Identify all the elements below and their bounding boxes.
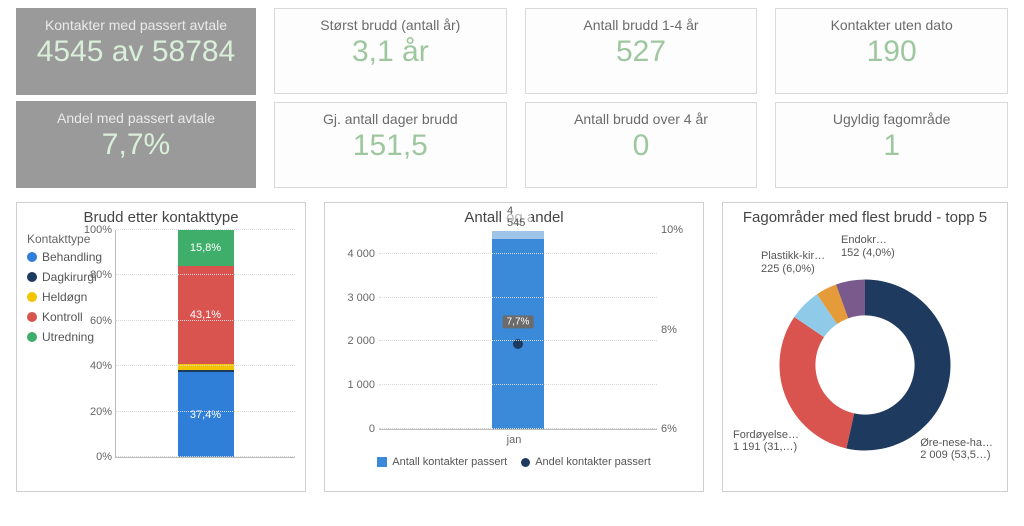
kpi-value: 7,7% xyxy=(23,128,249,161)
y-tick-label: 0% xyxy=(78,451,112,463)
stacked-segment[interactable]: 15,8% xyxy=(178,230,234,266)
gridline xyxy=(116,320,295,321)
kpi-title: Størst brudd (antall år) xyxy=(281,17,500,33)
dashboard-root: Kontakter med passert avtale 4545 av 587… xyxy=(0,0,1024,500)
legend-square-icon xyxy=(377,457,387,467)
kpi-value: 151,5 xyxy=(281,129,500,162)
donut-label: Plastikk-kir…225 (6,0%) xyxy=(761,250,825,275)
kpi-card[interactable]: Størst brudd (antall år) 3,1 år xyxy=(274,8,507,94)
y-tick-label: 20% xyxy=(78,406,112,418)
donut-label: Øre-nese-ha…2 009 (53,5…) xyxy=(920,437,993,462)
gridline xyxy=(379,428,657,429)
kpi-card-contacts-passed[interactable]: Kontakter med passert avtale 4545 av 587… xyxy=(16,8,256,95)
kpi-title: Gj. antall dager brudd xyxy=(281,111,500,127)
chart-donut[interactable]: Fagområder med flest brudd - topp 5 Øre-… xyxy=(722,202,1008,492)
legend-swatch-icon xyxy=(27,332,37,342)
kpi-title: Kontakter uten dato xyxy=(782,17,1001,33)
kpi-card-share-passed[interactable]: Andel med passert avtale 7,7% xyxy=(16,101,256,188)
bar-body-segment xyxy=(492,239,544,429)
kpi-value: 0 xyxy=(532,129,751,162)
legend-item[interactable]: Utredning xyxy=(27,330,111,344)
chart-title: Fagområder med flest brudd - topp 5 xyxy=(733,209,997,226)
y-tick-left: 0 xyxy=(337,423,375,435)
combo-plot-area: 4 545 7,7% 01 0002 0003 0004 0006%8%10% xyxy=(379,230,657,430)
legend-label: Heldøgn xyxy=(42,290,87,304)
kpi-right-grid: Størst brudd (antall år) 3,1 år Antall bru… xyxy=(274,8,1008,188)
legend-label: Andel kontakter passert xyxy=(535,456,651,468)
y-tick-left: 4 000 xyxy=(337,248,375,260)
gridline xyxy=(116,229,295,230)
stacked-legend: Kontakttype BehandlingDagkirurgiHeldøgnK… xyxy=(27,230,111,470)
stacked-axis-area: 37,4%43,1%15,8% 0%20%40%60%80%100% xyxy=(115,230,295,458)
donut-wrap: Øre-nese-ha…2 009 (53,5…) Fordøyelse…1 19… xyxy=(733,230,997,480)
y-tick-label: 100% xyxy=(78,224,112,236)
legend-item[interactable]: Andel kontakter passert xyxy=(521,456,651,468)
kpi-title: Andel med passert avtale xyxy=(23,110,249,126)
gridline xyxy=(116,411,295,412)
y-tick-label: 40% xyxy=(78,360,112,372)
legend-label: Antall kontakter passert xyxy=(392,456,507,468)
combo-x-label: jan xyxy=(335,434,693,446)
kpi-sub xyxy=(23,165,249,175)
y-tick-right: 8% xyxy=(661,324,691,336)
kpi-left-col: Kontakter med passert avtale 4545 av 587… xyxy=(16,8,256,188)
kpi-value: 190 xyxy=(782,35,1001,68)
y-tick-label: 80% xyxy=(78,269,112,281)
kpi-title: Kontakter med passert avtale xyxy=(23,17,249,33)
charts-row: Brudd etter kontakttype Kontakttype Beha… xyxy=(16,202,1008,492)
bar-value-label: 4 545 xyxy=(505,205,531,229)
legend-label: Behandling xyxy=(42,250,102,264)
legend-swatch-icon xyxy=(27,272,37,282)
y-tick-left: 1 000 xyxy=(337,379,375,391)
chart-combo[interactable]: Antall og andel 4 545 7,7% 01 0002 0003 … xyxy=(324,202,704,492)
kpi-value: 1 xyxy=(782,129,1001,162)
kpi-value: 3,1 år xyxy=(281,35,500,68)
kpi-sub xyxy=(23,72,249,82)
legend-item[interactable]: Heldøgn xyxy=(27,290,111,304)
gridline xyxy=(116,456,295,457)
chart-stacked-bar[interactable]: Brudd etter kontakttype Kontakttype Beha… xyxy=(16,202,306,492)
legend-label: Utredning xyxy=(42,330,94,344)
legend-item[interactable]: Antall kontakter passert xyxy=(377,456,507,468)
stacked-segment[interactable]: 37,4% xyxy=(178,372,234,457)
legend-swatch-icon xyxy=(27,292,37,302)
legend-label: Kontroll xyxy=(42,310,83,324)
kpi-card[interactable]: Antall brudd over 4 år 0 xyxy=(525,102,758,188)
legend-swatch-icon xyxy=(27,252,37,262)
combo-bar: 4 545 xyxy=(492,231,544,429)
gridline xyxy=(116,274,295,275)
kpi-card[interactable]: Gj. antall dager brudd 151,5 xyxy=(274,102,507,188)
stacked-segment[interactable]: 43,1% xyxy=(178,266,234,364)
gridline xyxy=(116,365,295,366)
y-tick-right: 10% xyxy=(661,224,691,236)
y-tick-left: 3 000 xyxy=(337,292,375,304)
gridline xyxy=(379,297,657,298)
stacked-bar: 37,4% 43,1%15,8% xyxy=(178,230,234,457)
gridline xyxy=(379,253,657,254)
kpi-card[interactable]: Kontakter uten dato 190 xyxy=(775,8,1008,94)
gridline xyxy=(379,340,657,341)
kpi-title: Antall brudd over 4 år xyxy=(532,111,751,127)
donut-label: Endokr…152 (4,0%) xyxy=(841,234,895,259)
kpi-row: Kontakter med passert avtale 4545 av 587… xyxy=(16,8,1008,188)
legend-circle-icon xyxy=(521,458,530,467)
stacked-body: Kontakttype BehandlingDagkirurgiHeldøgnK… xyxy=(27,230,295,470)
y-tick-label: 60% xyxy=(78,315,112,327)
legend-swatch-icon xyxy=(27,312,37,322)
kpi-card[interactable]: Antall brudd 1-4 år 527 xyxy=(525,8,758,94)
y-tick-left: 2 000 xyxy=(337,335,375,347)
legend-item[interactable]: Behandling xyxy=(27,250,111,264)
chart-title: Brudd etter kontakttype xyxy=(27,209,295,226)
combo-legend: Antall kontakter passert Andel kontakter … xyxy=(335,456,693,468)
y-tick-right: 6% xyxy=(661,423,691,435)
kpi-title: Ugyldig fagområde xyxy=(782,111,1001,127)
bar-top-segment xyxy=(492,231,544,239)
kpi-value: 4545 av 58784 xyxy=(23,35,249,68)
donut-label: Fordøyelse…1 191 (31,…) xyxy=(733,429,799,454)
kpi-card[interactable]: Ugyldig fagområde 1 xyxy=(775,102,1008,188)
combo-point-label: 7,7% xyxy=(503,316,534,329)
kpi-title: Antall brudd 1-4 år xyxy=(532,17,751,33)
kpi-value: 527 xyxy=(532,35,751,68)
gridline xyxy=(379,384,657,385)
